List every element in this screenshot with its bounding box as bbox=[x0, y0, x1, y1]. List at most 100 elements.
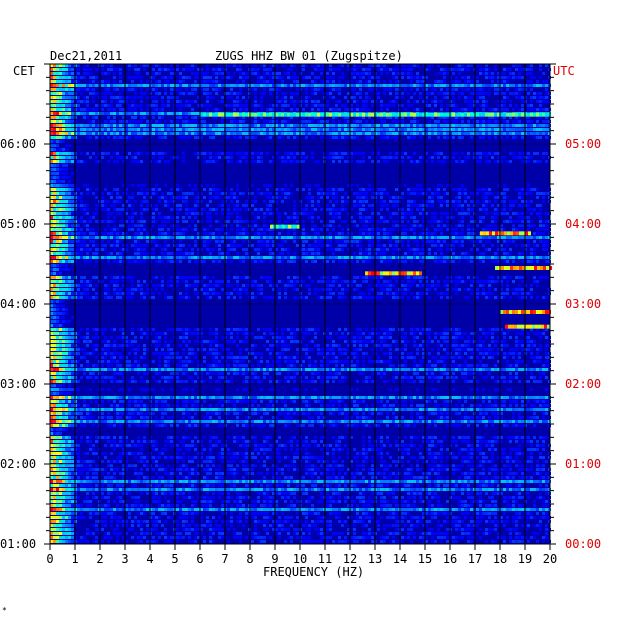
heatmap-cell bbox=[494, 132, 497, 135]
heatmap-cell bbox=[290, 184, 293, 187]
heatmap-cell bbox=[518, 256, 521, 259]
heatmap-cell bbox=[446, 156, 449, 159]
heatmap-cell bbox=[107, 88, 110, 91]
heatmap-cell bbox=[434, 88, 437, 91]
heatmap-cell bbox=[59, 200, 62, 203]
heatmap-cell bbox=[440, 212, 443, 215]
heatmap-cell bbox=[335, 236, 338, 239]
heatmap-cell bbox=[482, 208, 485, 211]
heatmap-cell bbox=[326, 92, 329, 95]
heatmap-cell bbox=[230, 244, 233, 247]
heatmap-cell bbox=[233, 208, 236, 211]
heatmap-cell bbox=[143, 196, 146, 199]
heatmap-cell bbox=[452, 152, 455, 155]
heatmap-cell bbox=[407, 136, 410, 139]
heatmap-cell bbox=[326, 228, 329, 231]
heatmap-cell bbox=[239, 104, 242, 107]
heatmap-cell bbox=[125, 124, 128, 127]
heatmap-cell bbox=[401, 84, 404, 87]
heatmap-cell bbox=[77, 132, 80, 135]
heatmap-cell bbox=[302, 228, 305, 231]
heatmap-cell bbox=[383, 232, 386, 235]
heatmap-cell bbox=[476, 124, 479, 127]
heatmap-cell bbox=[356, 136, 359, 139]
heatmap-cell bbox=[257, 128, 260, 131]
heatmap-cell bbox=[206, 80, 209, 83]
heatmap-cell bbox=[86, 84, 89, 87]
heatmap-cell bbox=[296, 244, 299, 247]
heatmap-cell bbox=[194, 84, 197, 87]
heatmap-cell bbox=[167, 256, 170, 259]
heatmap-cell bbox=[293, 220, 296, 223]
heatmap-cell bbox=[83, 84, 86, 87]
heatmap-cell bbox=[161, 152, 164, 155]
heatmap-cell bbox=[218, 248, 221, 251]
heatmap-cell bbox=[56, 280, 59, 283]
heatmap-cell bbox=[188, 244, 191, 247]
heatmap-cell bbox=[527, 200, 530, 203]
heatmap-cell bbox=[182, 228, 185, 231]
heatmap-cell bbox=[407, 212, 410, 215]
heatmap-cell bbox=[455, 108, 458, 111]
heatmap-cell bbox=[380, 208, 383, 211]
heatmap-cell bbox=[512, 236, 515, 239]
heatmap-cell bbox=[62, 120, 65, 123]
heatmap-cell bbox=[347, 100, 350, 103]
heatmap-cell bbox=[464, 124, 467, 127]
heatmap-cell bbox=[479, 136, 482, 139]
heatmap-cell bbox=[347, 124, 350, 127]
heatmap-cell bbox=[56, 236, 59, 239]
heatmap-cell bbox=[509, 204, 512, 207]
heatmap-cell bbox=[503, 188, 506, 191]
heatmap-cell bbox=[497, 184, 500, 187]
heatmap-cell bbox=[482, 128, 485, 131]
heatmap-cell bbox=[401, 240, 404, 243]
heatmap-cell bbox=[380, 84, 383, 87]
heatmap-cell bbox=[410, 120, 413, 123]
heatmap-cell bbox=[218, 228, 221, 231]
heatmap-cell bbox=[179, 80, 182, 83]
heatmap-cell bbox=[536, 132, 539, 135]
heatmap-cell bbox=[419, 96, 422, 99]
heatmap-cell bbox=[470, 248, 473, 251]
heatmap-cell bbox=[533, 208, 536, 211]
heatmap-cell bbox=[80, 92, 83, 95]
heatmap-cell bbox=[458, 64, 461, 67]
heatmap-cell bbox=[332, 260, 335, 263]
heatmap-cell bbox=[134, 136, 137, 139]
heatmap-cell bbox=[320, 120, 323, 123]
heatmap-cell bbox=[62, 64, 65, 67]
heatmap-cell bbox=[515, 88, 518, 91]
heatmap-cell bbox=[101, 156, 104, 159]
heatmap-cell bbox=[71, 120, 74, 123]
heatmap-cell bbox=[317, 192, 320, 195]
heatmap-cell bbox=[512, 120, 515, 123]
heatmap-cell bbox=[413, 220, 416, 223]
heatmap-cell bbox=[422, 204, 425, 207]
heatmap-cell bbox=[356, 160, 359, 163]
heatmap-cell bbox=[506, 236, 509, 239]
heatmap-cell bbox=[56, 100, 59, 103]
heatmap-cell bbox=[83, 108, 86, 111]
heatmap-cell bbox=[95, 136, 98, 139]
heatmap-cell bbox=[134, 120, 137, 123]
heatmap-cell bbox=[425, 228, 428, 231]
heatmap-cell bbox=[293, 104, 296, 107]
heatmap-cell bbox=[134, 152, 137, 155]
heatmap-cell bbox=[464, 96, 467, 99]
heatmap-cell bbox=[287, 84, 290, 87]
heatmap-cell bbox=[275, 64, 278, 67]
heatmap-cell bbox=[347, 196, 350, 199]
heatmap-cell bbox=[380, 276, 383, 279]
heatmap-cell bbox=[341, 248, 344, 251]
heatmap-cell bbox=[440, 244, 443, 247]
heatmap-cell bbox=[488, 240, 491, 243]
heatmap-cell bbox=[320, 188, 323, 191]
heatmap-cell bbox=[128, 216, 131, 219]
heatmap-cell bbox=[461, 208, 464, 211]
heatmap-cell bbox=[203, 124, 206, 127]
heatmap-cell bbox=[485, 72, 488, 75]
heatmap-cell bbox=[254, 100, 257, 103]
heatmap-cell bbox=[68, 216, 71, 219]
heatmap-cell bbox=[425, 200, 428, 203]
